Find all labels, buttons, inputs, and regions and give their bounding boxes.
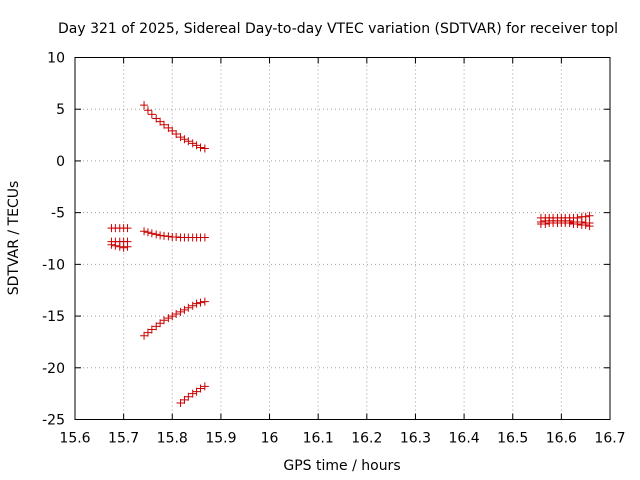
data-point bbox=[196, 143, 205, 152]
data-point bbox=[143, 106, 152, 115]
data-point bbox=[180, 305, 189, 314]
x-tick-label: 16.6 bbox=[546, 431, 577, 447]
data-point bbox=[180, 135, 189, 144]
series-arc-flat bbox=[140, 227, 209, 242]
data-point bbox=[192, 141, 201, 150]
data-point bbox=[168, 312, 177, 321]
data-point bbox=[156, 231, 165, 240]
data-point bbox=[140, 227, 149, 236]
data-point bbox=[172, 310, 181, 319]
data-point bbox=[184, 137, 193, 146]
data-point bbox=[176, 133, 185, 142]
x-tick-label: 16.4 bbox=[449, 431, 480, 447]
data-point bbox=[164, 232, 173, 241]
series-arc-descending bbox=[140, 101, 209, 153]
data-point bbox=[541, 220, 550, 229]
y-tick-label: 0 bbox=[56, 154, 65, 170]
y-axis-label: SDTVAR / TECUs bbox=[6, 181, 22, 296]
data-point bbox=[581, 221, 590, 230]
data-point bbox=[160, 316, 169, 325]
data-point bbox=[176, 307, 185, 316]
y-tick-label: -25 bbox=[42, 413, 65, 429]
data-point bbox=[172, 130, 181, 139]
x-tick-label: 15.9 bbox=[205, 431, 236, 447]
data-point bbox=[188, 389, 197, 398]
data-point bbox=[172, 232, 181, 241]
data-point bbox=[200, 144, 209, 153]
data-point bbox=[143, 228, 152, 237]
data-point bbox=[184, 303, 193, 312]
data-point bbox=[184, 392, 193, 401]
data-point bbox=[140, 101, 149, 110]
x-tick-label: 15.8 bbox=[157, 431, 188, 447]
x-tick-label: 16.2 bbox=[351, 431, 382, 447]
data-point bbox=[147, 229, 156, 238]
plot-frame bbox=[74, 57, 611, 420]
chart-title: Day 321 of 2025, Sidereal Day-to-day VTE… bbox=[58, 21, 618, 37]
x-tick-label: 15.7 bbox=[108, 431, 139, 447]
data-point bbox=[123, 224, 132, 233]
data-point bbox=[196, 298, 205, 307]
data-point bbox=[200, 297, 209, 306]
data-point bbox=[200, 382, 209, 391]
x-tick-label: 16.7 bbox=[594, 431, 625, 447]
x-tick-label: 16.1 bbox=[303, 431, 334, 447]
y-tick-labels: 10 5 0 -5 -10 -15 -20 -25 bbox=[42, 51, 65, 429]
x-tick-label: 16.3 bbox=[400, 431, 431, 447]
data-point bbox=[152, 230, 161, 239]
axis-ticks bbox=[74, 57, 611, 420]
data-point bbox=[160, 120, 169, 129]
data-point bbox=[585, 222, 594, 231]
data-point bbox=[119, 243, 128, 252]
y-tick-label: -15 bbox=[42, 309, 65, 325]
data-point bbox=[115, 242, 124, 251]
y-tick-label: 10 bbox=[47, 51, 65, 67]
data-point bbox=[188, 139, 197, 148]
y-tick-label: -20 bbox=[42, 361, 65, 377]
x-tick-label: 16 bbox=[261, 431, 279, 447]
x-tick-label: 16.5 bbox=[497, 431, 528, 447]
data-point bbox=[196, 384, 205, 393]
data-point bbox=[147, 110, 156, 119]
series-cluster-a bbox=[107, 224, 132, 233]
y-tick-label: 5 bbox=[56, 102, 65, 118]
grid-lines bbox=[75, 57, 610, 420]
data-point bbox=[123, 242, 132, 251]
data-point bbox=[565, 218, 574, 227]
x-tick-label: 15.6 bbox=[59, 431, 90, 447]
data-point bbox=[147, 325, 156, 334]
data-points bbox=[107, 101, 594, 407]
data-point bbox=[573, 220, 582, 229]
y-tick-label: -5 bbox=[51, 206, 65, 222]
data-point bbox=[107, 240, 116, 249]
data-point bbox=[111, 241, 120, 250]
data-point bbox=[160, 231, 169, 240]
data-point bbox=[192, 299, 201, 308]
x-tick-labels: 15.6 15.7 15.8 15.9 16 16.1 16.2 16.3 16.4 16.5 16… bbox=[59, 431, 625, 447]
series-arc-ascending bbox=[140, 297, 209, 340]
x-axis-label: GPS time / hours bbox=[283, 458, 400, 474]
data-point bbox=[200, 233, 209, 242]
series-arc-low bbox=[176, 382, 209, 407]
series-cluster-c bbox=[107, 240, 132, 252]
y-tick-label: -10 bbox=[42, 257, 65, 273]
data-point bbox=[188, 301, 197, 310]
data-point bbox=[164, 314, 173, 323]
series-right-lower bbox=[536, 218, 594, 231]
data-point bbox=[585, 211, 594, 220]
